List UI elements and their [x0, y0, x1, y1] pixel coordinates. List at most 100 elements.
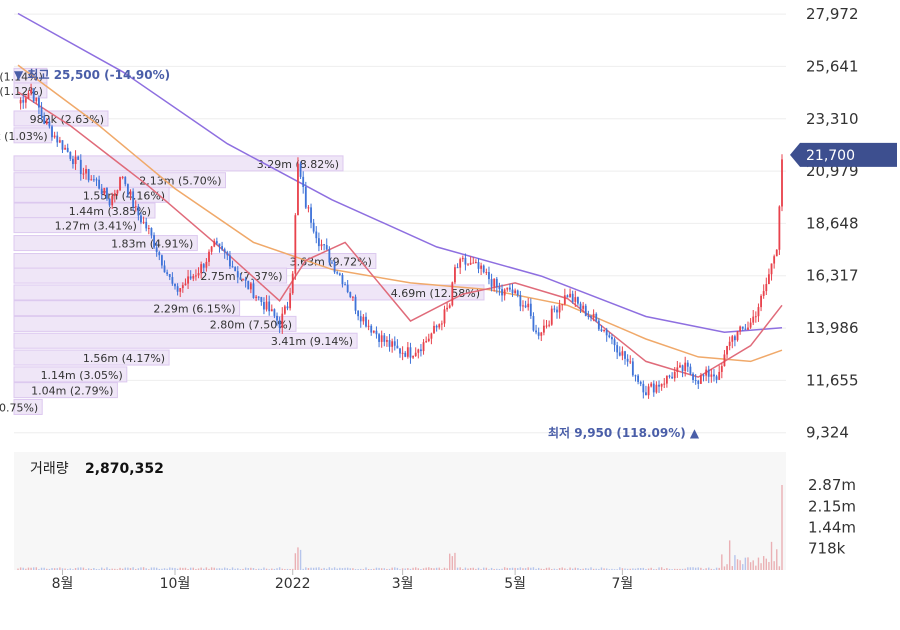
volume-bar	[132, 567, 134, 570]
candle-body	[752, 316, 755, 323]
candle-body	[584, 305, 587, 317]
candle-body	[556, 309, 558, 313]
volume-bar	[184, 567, 187, 570]
volume-bar	[558, 567, 561, 570]
volume-bar	[239, 569, 242, 570]
volume-bar	[681, 568, 684, 570]
volume-bar	[373, 568, 375, 570]
price-axis: 27,97225,64123,31020,97918,64816,31713,9…	[806, 5, 859, 442]
volume-bar	[409, 568, 412, 570]
candle-body	[278, 320, 281, 328]
volume-bar	[59, 567, 61, 570]
volume-bar	[72, 569, 74, 570]
candle-body	[51, 126, 53, 138]
candle-body	[728, 341, 731, 346]
candle-body	[446, 307, 449, 310]
volume-bar	[77, 567, 79, 570]
volume-bar	[399, 569, 401, 570]
volume-bar	[742, 564, 744, 570]
low-marker: 최저 9,950 (118.09%) ▲	[548, 425, 700, 440]
candle-body	[208, 251, 210, 262]
candle-body	[283, 306, 286, 314]
volume-bar	[231, 567, 234, 570]
volume-bar	[506, 567, 508, 570]
candle-body	[98, 179, 101, 189]
volume-bar	[200, 567, 202, 570]
candle-body	[53, 135, 56, 138]
volume-bar	[765, 558, 768, 570]
candle-body	[134, 206, 137, 208]
volume-bar	[561, 567, 563, 570]
volume-bar	[388, 568, 391, 570]
volume-bar	[137, 568, 140, 570]
volume-bar	[548, 567, 550, 570]
candle-body	[650, 383, 653, 387]
candle-body	[119, 177, 121, 191]
candle-body	[616, 345, 619, 353]
volume-bar	[119, 567, 121, 570]
volume-bar	[312, 567, 315, 570]
volume-profile-label: 3.41m (9.14%)	[271, 335, 353, 348]
time-tick-label: 10월	[160, 576, 191, 592]
volume-bar	[315, 567, 317, 570]
candle-body	[160, 255, 163, 266]
volume-bar	[422, 568, 425, 570]
candle-body	[770, 263, 773, 275]
candle-body	[433, 325, 435, 334]
candle-body	[231, 266, 234, 268]
volume-bar	[375, 567, 378, 570]
candle-body	[595, 313, 598, 321]
candle-body	[221, 246, 223, 250]
volume-bar	[456, 567, 459, 570]
volume-profile-label: 385k (1.03%)	[0, 130, 48, 143]
volume-bar	[346, 567, 349, 570]
candle-body	[720, 366, 723, 372]
volume-bar	[472, 567, 474, 570]
volume-bar	[739, 560, 741, 570]
moving-average-line	[17, 91, 783, 378]
candle-body	[417, 349, 420, 353]
volume-bar	[752, 560, 754, 570]
volume-bar	[407, 568, 409, 570]
volume-bar	[289, 569, 291, 570]
candle-body	[205, 261, 208, 268]
volume-profile-label: 2.29m (6.15%)	[153, 303, 235, 316]
candle-body	[297, 163, 299, 216]
time-axis: 8월 10월 2022 3월 5월 7월	[52, 570, 633, 592]
volume-profile-label: 281k (0.75%)	[0, 401, 38, 414]
candle-body	[590, 316, 592, 318]
volume-bar	[702, 569, 705, 570]
candle-body	[24, 98, 27, 103]
volume-profile-bar	[13, 235, 198, 252]
volume-bar	[674, 568, 676, 570]
volume-bar	[490, 567, 493, 570]
candle-body	[95, 179, 98, 181]
candle-body	[448, 305, 451, 308]
candle-body	[378, 334, 380, 342]
candle-body	[637, 375, 640, 382]
candle-body	[30, 89, 32, 94]
volume-bar	[378, 567, 380, 570]
candle-body	[48, 121, 51, 127]
candle-body	[702, 375, 705, 377]
volume-bar	[420, 569, 422, 570]
volume-bar	[129, 568, 132, 570]
volume-bar	[155, 567, 158, 570]
volume-bar	[566, 569, 569, 570]
candle-body	[686, 362, 689, 367]
candle-body	[106, 187, 108, 199]
candle-body	[438, 324, 441, 328]
volume-bar	[250, 567, 252, 570]
candle-body	[328, 249, 331, 263]
volume-bar	[85, 569, 87, 570]
candle-body	[257, 296, 260, 298]
candle-body	[511, 289, 514, 294]
volume-bar	[114, 568, 116, 570]
volume-bar	[501, 568, 503, 570]
extreme-markers: ▼ 최고 25,500 (-14.90%) 최저 9,950 (118.09%)…	[14, 67, 700, 440]
volume-bar	[585, 568, 587, 570]
candle-body	[705, 369, 708, 376]
volume-profile-bar	[13, 315, 297, 332]
volume-bar	[255, 569, 257, 570]
volume-bar	[40, 567, 43, 570]
